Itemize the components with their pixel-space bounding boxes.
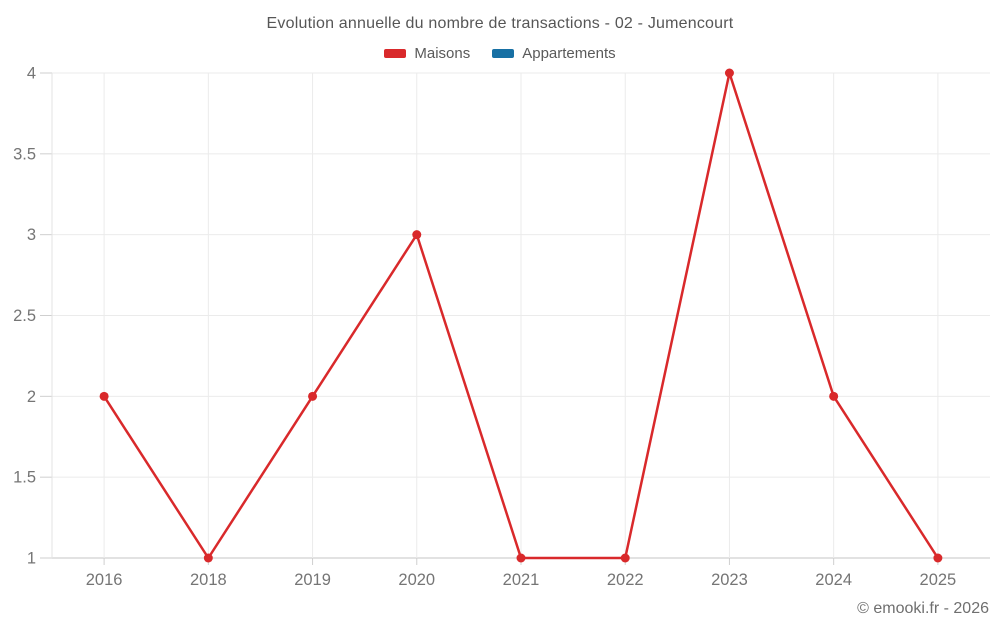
x-axis-label: 2018 [190, 571, 227, 589]
x-axis-label: 2016 [86, 571, 123, 589]
data-point-maisons-2018[interactable] [203, 553, 213, 563]
legend-item-appartements[interactable]: Appartements [492, 45, 616, 62]
legend-label-maisons: Maisons [414, 45, 471, 62]
legend-swatch-appartements [492, 49, 515, 58]
legend-swatch-maisons [384, 49, 407, 58]
chart-title: Evolution annuelle du nombre de transact… [266, 15, 734, 32]
y-axis-label: 2.5 [13, 307, 36, 325]
x-axis-label: 2025 [920, 571, 957, 589]
data-point-maisons-2020[interactable] [412, 230, 422, 240]
x-axis-label: 2020 [398, 571, 435, 589]
x-axis-label: 2022 [607, 571, 644, 589]
legend-item-maisons[interactable]: Maisons [384, 45, 470, 62]
legend-label-appartements: Appartements [522, 45, 616, 62]
y-axis-label: 1 [27, 550, 36, 568]
data-point-maisons-2019[interactable] [308, 391, 318, 401]
copyright: © emooki.fr - 2026 [857, 600, 989, 617]
data-point-maisons-2024[interactable] [829, 391, 839, 401]
x-axis-label: 2024 [815, 571, 852, 589]
data-point-maisons-2025[interactable] [933, 553, 943, 563]
x-axis-label: 2021 [503, 571, 540, 589]
data-point-maisons-2023[interactable] [724, 68, 734, 78]
y-axis-label: 2 [27, 388, 36, 406]
y-axis-label: 3.5 [13, 145, 36, 163]
data-point-maisons-2021[interactable] [516, 553, 526, 563]
y-axis-label: 3 [27, 226, 36, 244]
x-axis-label: 2019 [294, 571, 331, 589]
data-point-maisons-2016[interactable] [99, 391, 109, 401]
y-axis-label: 1.5 [13, 469, 36, 487]
x-axis-label: 2023 [711, 571, 748, 589]
legend: Maisons Appartements [0, 45, 1000, 62]
y-axis-label: 4 [27, 65, 36, 83]
data-point-maisons-2022[interactable] [620, 553, 630, 563]
